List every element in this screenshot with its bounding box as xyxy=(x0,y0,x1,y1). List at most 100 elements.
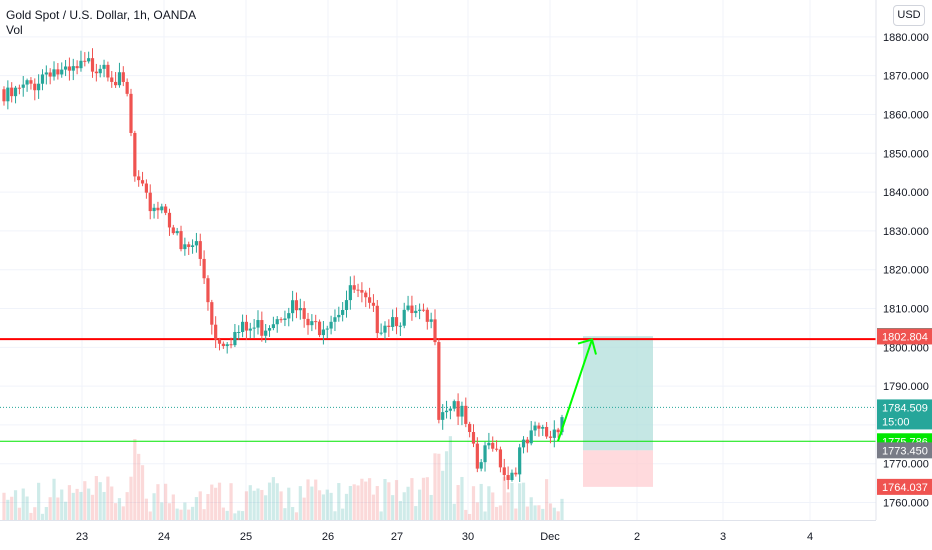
candle-body xyxy=(479,462,483,469)
volume-bar xyxy=(252,490,256,520)
volume-bar xyxy=(364,481,368,520)
candle-body xyxy=(144,183,148,193)
candle-body xyxy=(356,289,360,291)
candle-body xyxy=(37,83,41,91)
candle-body xyxy=(541,426,545,429)
candle-body xyxy=(341,309,345,315)
candle-body xyxy=(498,449,503,468)
candle-body xyxy=(464,405,468,424)
candle-body xyxy=(52,69,56,77)
candle-body xyxy=(98,68,102,74)
volume-bar xyxy=(471,486,476,520)
candle-body xyxy=(125,81,129,94)
volume-bar xyxy=(244,491,249,520)
volume-bar xyxy=(2,492,6,520)
candle-body xyxy=(140,180,145,184)
volume-bar xyxy=(190,506,195,520)
candle-body xyxy=(468,423,472,433)
volume-bar xyxy=(221,507,225,520)
volume-bar xyxy=(10,496,14,520)
volume-bar xyxy=(371,494,376,520)
volume-bar xyxy=(110,486,114,520)
volume-bar xyxy=(394,480,399,520)
price-tag xyxy=(877,328,932,345)
volume-bar xyxy=(314,479,318,520)
volume-bar xyxy=(414,506,418,520)
volume-bar xyxy=(437,453,441,520)
volume-bar xyxy=(506,492,510,520)
volume-bar xyxy=(52,478,56,520)
volume-bar xyxy=(210,484,214,520)
volume-bar xyxy=(548,503,553,520)
y-tick-label: 1810.000 xyxy=(883,304,929,316)
volume-bar xyxy=(6,499,10,520)
candle-body xyxy=(217,339,222,344)
candle-body xyxy=(441,412,445,420)
volume-bar xyxy=(456,485,460,520)
volume-bar xyxy=(475,502,479,520)
volume-bar xyxy=(529,497,533,520)
volume-bar xyxy=(267,482,272,520)
volume-bar xyxy=(494,506,499,520)
volume-bar xyxy=(156,484,160,520)
candle-body xyxy=(206,278,210,303)
volume-bar xyxy=(198,491,202,520)
candle-body xyxy=(360,290,364,293)
candle-body xyxy=(13,87,18,97)
candle-body xyxy=(348,285,352,301)
candle-body xyxy=(333,317,337,322)
candle-body xyxy=(2,89,6,102)
y-tick-label: 1790.000 xyxy=(883,381,929,393)
candle-body xyxy=(25,80,29,85)
price-tag-label: 1764.037 xyxy=(882,482,928,494)
candle-body xyxy=(418,309,422,311)
candle-body xyxy=(402,309,406,326)
volume-bar xyxy=(418,489,422,520)
volume-bar xyxy=(48,497,52,520)
volume-bar xyxy=(275,483,279,520)
volume-bar xyxy=(441,470,445,520)
volume-bar xyxy=(391,495,395,520)
volume-bar xyxy=(125,492,129,520)
candle-body xyxy=(321,329,326,336)
volume-bar xyxy=(79,491,83,520)
candle-body xyxy=(160,206,164,211)
volume-bar xyxy=(464,509,468,520)
volume-bar xyxy=(291,507,295,520)
volume-bar xyxy=(556,511,560,520)
candle-body xyxy=(106,64,110,78)
candle-body xyxy=(302,308,306,319)
x-tick-label: 2 xyxy=(634,531,640,543)
volume-bar xyxy=(17,507,21,520)
volume-bar xyxy=(98,482,102,520)
volume-bar xyxy=(448,436,452,520)
price-tag xyxy=(877,413,932,430)
candle-body xyxy=(383,325,387,333)
currency-button[interactable]: USD xyxy=(893,5,925,26)
volume-bar xyxy=(406,486,410,520)
chart-legend: Gold Spot / U.S. Dollar, 1h, OANDA Vol xyxy=(6,8,196,38)
candle-body xyxy=(398,325,402,327)
volume-bar xyxy=(298,486,302,520)
volume-bar xyxy=(560,498,564,520)
target-zone[interactable] xyxy=(583,336,653,451)
x-tick-label: 25 xyxy=(240,531,252,543)
candle-body xyxy=(40,74,45,84)
projection-arrow[interactable] xyxy=(557,339,593,442)
candle-body xyxy=(314,321,318,323)
candle-body xyxy=(456,401,460,417)
price-tag-label: 15:00 xyxy=(882,416,910,428)
volume-bar xyxy=(187,509,191,520)
volume-bar xyxy=(225,510,229,520)
stop-zone[interactable] xyxy=(583,450,653,487)
candle-body xyxy=(283,318,287,320)
volume-bar xyxy=(40,513,45,520)
candle-body xyxy=(298,308,302,311)
volume-bar xyxy=(117,498,122,520)
volume-bar xyxy=(256,488,260,520)
candle-body xyxy=(525,439,529,444)
volume-bar xyxy=(387,482,391,520)
candle-body xyxy=(491,442,495,449)
